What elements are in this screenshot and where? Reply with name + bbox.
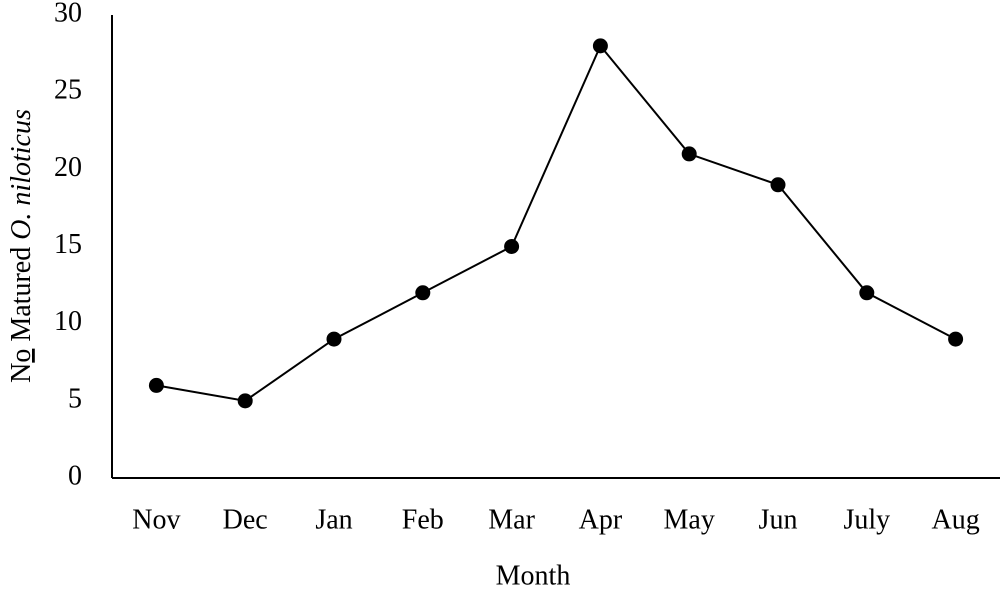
x-tick-label: Aug	[931, 504, 979, 535]
marker	[148, 377, 164, 393]
x-tick-label: Apr	[579, 504, 623, 535]
y-axis-title-part: O. niloticus	[6, 109, 37, 240]
marker	[770, 177, 786, 193]
x-tick-label: Feb	[402, 504, 444, 535]
y-tick-label: 30	[54, 0, 82, 28]
marker	[859, 285, 875, 301]
x-tick-label: Jan	[315, 504, 352, 535]
y-axis-title-part: N	[6, 363, 37, 383]
x-tick-label: July	[843, 504, 890, 535]
y-tick-label: 20	[54, 152, 82, 183]
x-tick-label: May	[664, 504, 715, 535]
x-tick-label: Dec	[223, 504, 268, 535]
x-tick-label: Mar	[488, 504, 535, 535]
marker	[504, 239, 520, 254]
y-axis-title: No Matured O. niloticus	[6, 109, 37, 383]
marker	[415, 285, 431, 301]
x-axis-title: Month	[496, 560, 571, 591]
y-tick-label: 10	[54, 306, 82, 337]
marker	[681, 146, 697, 162]
y-axis-title-part: o	[6, 349, 37, 363]
y-tick-label: 0	[68, 460, 82, 491]
line	[156, 43, 957, 402]
x-tick-label: Nov	[132, 504, 180, 535]
y-axis-title-part: Matured	[6, 240, 37, 349]
y-tick-label: 25	[54, 75, 82, 106]
y-tick-label: 5	[68, 383, 82, 414]
marker	[237, 393, 253, 409]
x-tick-label: Jun	[759, 504, 798, 535]
y-tick-label: 15	[54, 229, 82, 260]
marker	[592, 38, 608, 54]
marker	[948, 331, 964, 347]
marker	[326, 331, 342, 347]
